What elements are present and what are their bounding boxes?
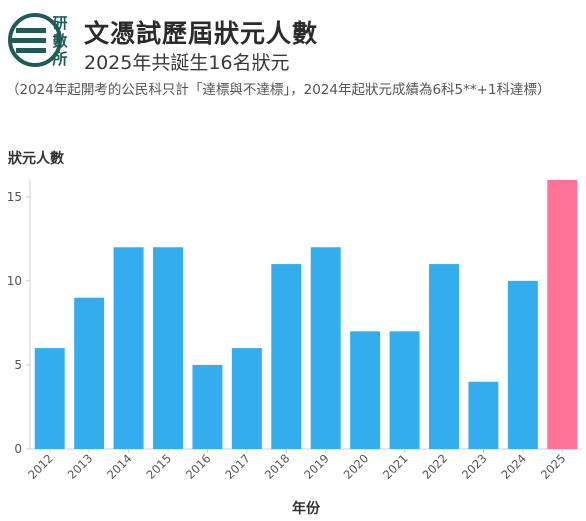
x-tick-label: 2023 [459,451,490,482]
bar-2014 [113,247,144,449]
y-tick-label: 15 [7,190,22,204]
header: 研 數 所 文憑試歷屆狀元人數 2025年共誕生16名狀元 [8,8,583,78]
logo-char-3: 所 [52,50,67,68]
bar-2018 [271,264,302,449]
page-title: 文憑試歷屆狀元人數 [84,19,319,48]
bar-2022 [429,264,459,449]
y-tick-label: 5 [14,358,22,372]
footnote: （2024年起開考的公民科只計「達標與不達標」，2024年起狀元成績為6科5**… [6,82,551,98]
x-tick-label: 2014 [104,451,135,482]
bar-2015 [153,247,183,449]
x-tick-label: 2018 [262,451,293,482]
bar-2023 [468,381,499,449]
y-tick-label: 10 [7,274,22,288]
logo-icon: 研 數 所 [8,13,68,68]
bar-2025 [547,180,578,449]
x-tick-label: 2015 [144,451,175,482]
x-tick-label: 2022 [420,451,451,482]
x-tick-label: 2024 [498,451,529,482]
x-tick-label: 2025 [538,451,569,482]
x-tick-label: 2016 [183,451,214,482]
bar-2024 [507,280,538,449]
logo-char-1: 研 [52,14,67,32]
x-tick-label: 2019 [301,451,332,482]
x-tick-label: 2017 [222,451,253,482]
y-axis-label: 狀元人數 [8,151,64,167]
bar-2012 [34,348,65,449]
x-tick-label: 2021 [380,451,411,482]
y-tick-label: 0 [14,442,22,456]
x-axis-label: 年份 [292,500,321,517]
x-tick-label: 2020 [341,451,372,482]
page-subtitle: 2025年共誕生16名狀元 [84,52,290,74]
bar-2017 [231,348,262,449]
bar-2021 [389,331,420,449]
bar-2013 [74,297,105,449]
logo-char-2: 數 [52,32,67,50]
bar-2020 [350,331,381,449]
bar-2019 [310,247,341,449]
x-tick-label: 2012 [25,451,56,482]
x-tick-label: 2013 [65,451,96,482]
bar-2016 [192,364,223,449]
